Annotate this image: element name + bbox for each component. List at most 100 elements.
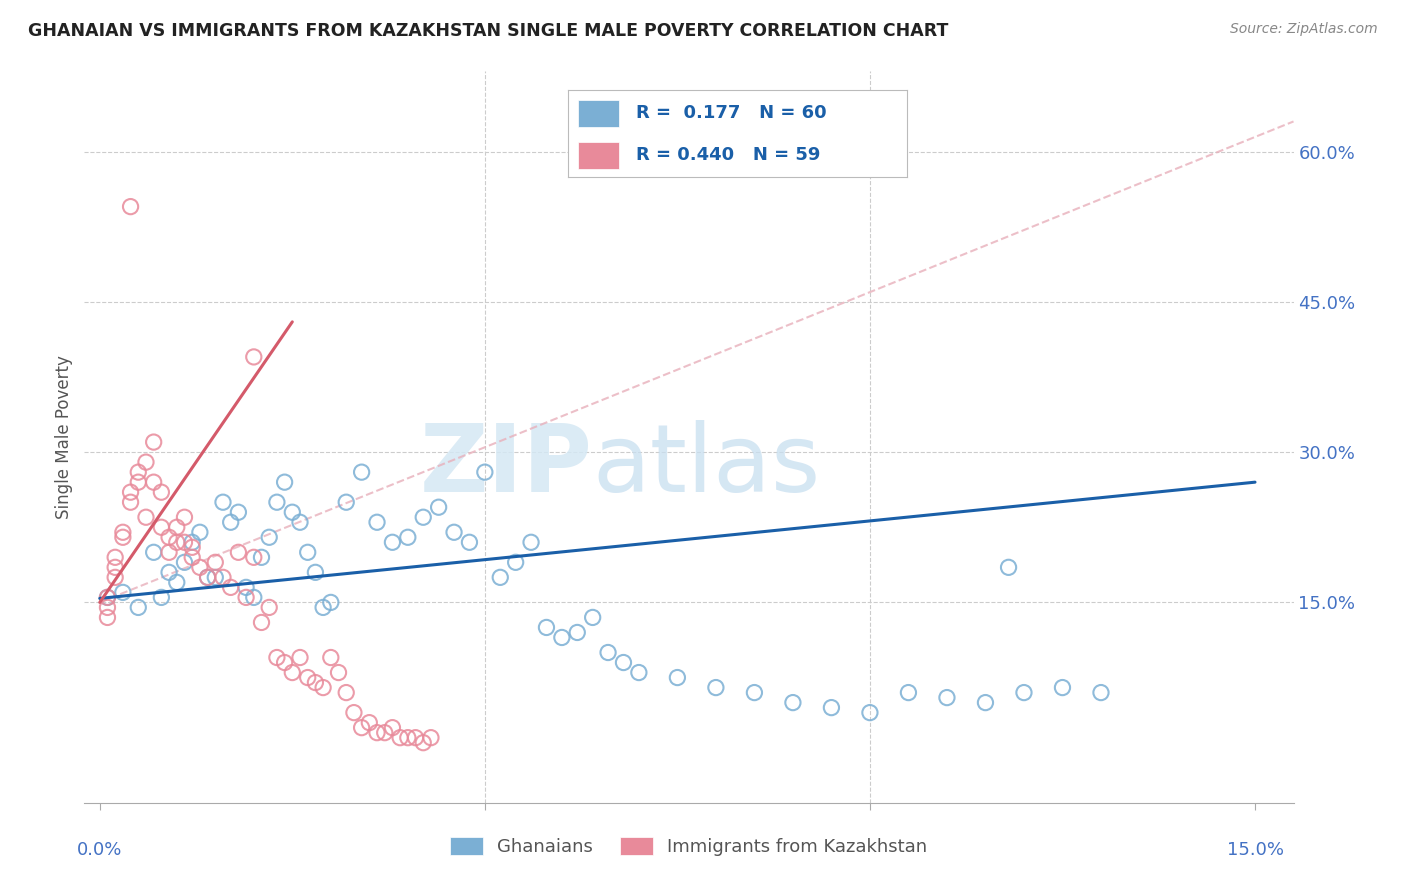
Point bbox=[96, 610, 118, 624]
Point bbox=[104, 570, 127, 584]
Text: Source: ZipAtlas.com: Source: ZipAtlas.com bbox=[1230, 22, 1378, 37]
Point bbox=[257, 530, 280, 544]
Point bbox=[212, 495, 235, 509]
Point bbox=[257, 600, 280, 615]
Point bbox=[166, 520, 188, 534]
Point bbox=[204, 570, 226, 584]
Point bbox=[343, 706, 366, 720]
Point bbox=[936, 690, 959, 705]
Point bbox=[243, 591, 266, 605]
Point bbox=[319, 595, 342, 609]
Point bbox=[520, 535, 543, 549]
Point bbox=[744, 685, 766, 699]
Point bbox=[505, 555, 527, 569]
Point bbox=[366, 515, 388, 529]
Point bbox=[312, 600, 335, 615]
Point bbox=[188, 525, 211, 540]
Text: ZIP: ZIP bbox=[419, 420, 592, 512]
Point bbox=[366, 725, 388, 739]
Point bbox=[96, 591, 118, 605]
Point bbox=[104, 560, 127, 574]
Point bbox=[235, 580, 257, 594]
Point bbox=[335, 685, 357, 699]
Point bbox=[350, 465, 373, 479]
Point bbox=[150, 520, 173, 534]
Point bbox=[596, 646, 619, 660]
Point bbox=[188, 560, 211, 574]
Point bbox=[281, 505, 304, 519]
Point bbox=[150, 485, 173, 500]
Point bbox=[142, 435, 165, 450]
Point bbox=[173, 535, 195, 549]
Point bbox=[536, 620, 558, 634]
Point bbox=[474, 465, 496, 479]
Point bbox=[1012, 685, 1035, 699]
Point bbox=[974, 696, 997, 710]
Point bbox=[120, 495, 142, 509]
Point bbox=[288, 515, 311, 529]
Text: 15.0%: 15.0% bbox=[1226, 841, 1284, 859]
Point bbox=[157, 545, 180, 559]
Point bbox=[567, 625, 589, 640]
Point bbox=[458, 535, 481, 549]
Point bbox=[412, 510, 434, 524]
Text: 0.0%: 0.0% bbox=[77, 841, 122, 859]
Point bbox=[173, 555, 195, 569]
Point bbox=[273, 475, 295, 490]
Point bbox=[319, 650, 342, 665]
Point bbox=[443, 525, 465, 540]
Point bbox=[281, 665, 304, 680]
Point bbox=[157, 530, 180, 544]
Point bbox=[273, 656, 295, 670]
Point bbox=[181, 550, 204, 565]
Point bbox=[235, 591, 257, 605]
Point bbox=[489, 570, 512, 584]
Point bbox=[897, 685, 920, 699]
Point bbox=[288, 650, 311, 665]
Point bbox=[312, 681, 335, 695]
Point bbox=[212, 570, 235, 584]
Point bbox=[419, 731, 441, 745]
Text: GHANAIAN VS IMMIGRANTS FROM KAZAKHSTAN SINGLE MALE POVERTY CORRELATION CHART: GHANAIAN VS IMMIGRANTS FROM KAZAKHSTAN S… bbox=[28, 22, 949, 40]
Point bbox=[250, 550, 273, 565]
Point bbox=[111, 585, 134, 599]
Point bbox=[381, 535, 404, 549]
Point bbox=[120, 485, 142, 500]
Point bbox=[96, 591, 118, 605]
Point bbox=[820, 700, 842, 714]
Point bbox=[997, 560, 1019, 574]
Point bbox=[389, 731, 412, 745]
Point bbox=[127, 465, 149, 479]
Legend: Ghanaians, Immigrants from Kazakhstan: Ghanaians, Immigrants from Kazakhstan bbox=[443, 830, 935, 863]
Point bbox=[304, 675, 326, 690]
Point bbox=[157, 566, 180, 580]
Point bbox=[427, 500, 450, 515]
Y-axis label: Single Male Poverty: Single Male Poverty bbox=[55, 355, 73, 519]
Point bbox=[396, 731, 419, 745]
Point bbox=[111, 530, 134, 544]
Point bbox=[181, 541, 204, 555]
Point bbox=[219, 580, 242, 594]
Point bbox=[142, 475, 165, 490]
Point bbox=[181, 535, 204, 549]
Point bbox=[381, 721, 404, 735]
Point bbox=[335, 495, 357, 509]
Point bbox=[150, 591, 173, 605]
Point bbox=[197, 570, 219, 584]
Point bbox=[297, 545, 319, 559]
Point bbox=[228, 505, 250, 519]
Point bbox=[166, 575, 188, 590]
Point bbox=[304, 566, 326, 580]
Point bbox=[405, 731, 427, 745]
Point bbox=[173, 510, 195, 524]
Point bbox=[135, 510, 157, 524]
Point bbox=[219, 515, 242, 529]
Point bbox=[374, 725, 396, 739]
Point bbox=[350, 721, 373, 735]
Point bbox=[396, 530, 419, 544]
Point bbox=[666, 671, 689, 685]
Point bbox=[228, 545, 250, 559]
Point bbox=[551, 631, 574, 645]
Point bbox=[243, 550, 266, 565]
Point bbox=[704, 681, 727, 695]
